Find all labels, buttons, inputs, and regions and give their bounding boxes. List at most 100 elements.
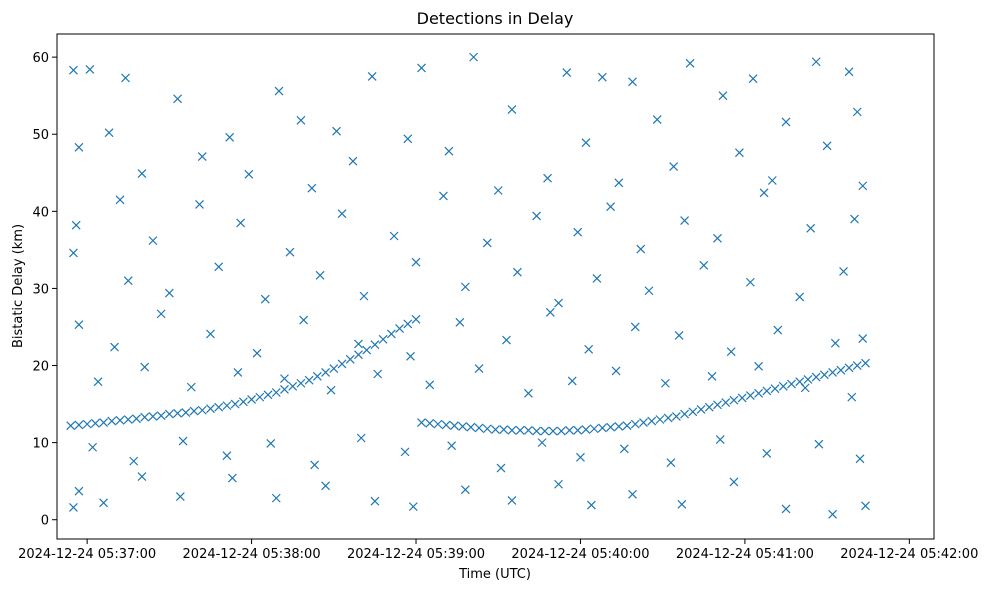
scatter-point-marker — [496, 463, 506, 473]
scatter-point-marker — [88, 442, 98, 452]
scatter-point-marker — [543, 173, 552, 183]
x-tick-label: 2024-12-24 05:40:00 — [511, 547, 649, 562]
scatter-point-marker — [677, 499, 687, 509]
scatter-point-marker — [781, 117, 791, 127]
track-point-marker — [337, 359, 347, 369]
scatter-point-marker — [573, 227, 583, 237]
track-point-marker — [370, 340, 380, 350]
y-tick-label: 30 — [32, 282, 49, 297]
track-point-marker — [345, 354, 355, 364]
track-point-marker — [449, 421, 459, 431]
y-tick-label: 10 — [32, 437, 49, 452]
scatter-point-marker — [359, 291, 369, 301]
scatter-point-marker — [469, 52, 478, 62]
scatter-point-marker — [356, 433, 366, 443]
track-point-marker — [441, 420, 451, 430]
scatter-point-marker — [606, 202, 616, 212]
scatter-point-marker — [447, 441, 457, 451]
track-point-marker — [745, 391, 755, 401]
track-point-marker — [523, 425, 533, 435]
track-point-marker — [556, 426, 566, 436]
scatter-point-marker — [680, 216, 690, 226]
scatter-point-marker — [367, 71, 377, 81]
scatter-point-marker — [354, 339, 363, 349]
scatter-point-marker — [800, 383, 810, 393]
track-point-marker — [433, 419, 443, 429]
track-point-marker — [140, 412, 150, 422]
track-point-marker — [82, 419, 92, 429]
track-point-marker — [532, 426, 542, 436]
x-tick-label: 2024-12-24 05:41:00 — [676, 547, 814, 562]
track-point-marker — [74, 420, 84, 430]
scatter-point-marker — [439, 191, 448, 201]
scatter-point-marker — [507, 496, 517, 505]
scatter-point-marker — [576, 452, 585, 462]
scatter-point-marker — [502, 335, 511, 345]
track-point-marker — [411, 314, 421, 324]
scatter-point-marker — [121, 73, 130, 83]
scatter-point-marker — [614, 178, 624, 188]
scatter-point-marker — [460, 282, 470, 292]
scatter-point-marker — [713, 233, 722, 243]
y-tick-label: 50 — [32, 128, 49, 143]
scatter-point-marker — [373, 369, 383, 379]
y-tick-label: 20 — [32, 360, 49, 375]
scatter-point-marker — [197, 152, 207, 162]
scatter-point-marker — [858, 334, 868, 343]
scatter-point-marker — [718, 91, 728, 101]
scatter-point-marker — [628, 489, 637, 499]
track-point-marker — [321, 368, 331, 377]
track-point-marker — [304, 375, 314, 385]
track-point-marker — [647, 416, 657, 426]
scatter-point-marker — [839, 267, 848, 276]
scatter-point-marker — [586, 500, 596, 510]
y-axis-ticks: 0 10 20 30 40 50 60 — [32, 51, 57, 529]
x-tick-label: 2024-12-24 05:42:00 — [840, 547, 978, 562]
scatter-point-marker — [734, 148, 744, 158]
scatter-point-marker — [99, 498, 109, 508]
track-point-marker — [403, 319, 413, 329]
x-axis-ticks: 2024-12-24 05:37:00 2024-12-24 05:38:00 20… — [18, 539, 978, 562]
track-point-marker — [655, 415, 665, 424]
scatter-point-marker — [214, 262, 224, 272]
track-point-marker — [844, 363, 854, 373]
scatter-point-marker — [652, 115, 662, 125]
track-point-marker — [852, 361, 862, 370]
scatter-point-marker — [754, 361, 764, 371]
scatter-point-marker — [474, 364, 484, 374]
scatter-point-marker — [74, 320, 84, 330]
track-point-marker — [107, 416, 117, 426]
scatter-point-marker — [597, 72, 607, 82]
scatter-point-marker — [408, 502, 418, 512]
scatter-point-marker — [748, 74, 758, 84]
scatter-point-marker — [164, 288, 174, 298]
scatter-point-marker — [830, 338, 840, 348]
scatter-point-marker — [532, 211, 542, 221]
scatter-point-marker — [123, 276, 133, 286]
scatter-point-marker — [85, 65, 95, 74]
scatter-point-marker — [411, 257, 421, 267]
track-point-marker — [729, 395, 739, 405]
track-point-marker — [148, 411, 158, 421]
scatter-point-marker — [554, 479, 563, 489]
scatter-point-marker — [260, 294, 270, 304]
track-point-marker — [630, 419, 640, 429]
track-point-marker — [622, 421, 632, 431]
track-point-marker — [614, 422, 624, 431]
y-tick-label: 40 — [32, 205, 49, 220]
track-point-marker — [663, 413, 673, 423]
scatter-point-marker — [729, 477, 739, 487]
track-point-marker — [770, 384, 780, 394]
track-point-marker — [386, 329, 396, 339]
x-tick-label: 2024-12-24 05:37:00 — [18, 547, 156, 562]
scatter-point-marker — [685, 58, 695, 68]
scatter-point-marker — [348, 156, 358, 166]
scatter-point-marker — [244, 169, 254, 179]
scatter-point-marker — [855, 454, 865, 464]
track-point-marker — [66, 421, 76, 431]
scatter-point-marker — [129, 456, 139, 466]
track-point-marker — [828, 368, 838, 377]
track-point-marker — [90, 418, 100, 428]
track-point-marker — [214, 402, 224, 412]
scatter-point-marker — [513, 267, 522, 277]
